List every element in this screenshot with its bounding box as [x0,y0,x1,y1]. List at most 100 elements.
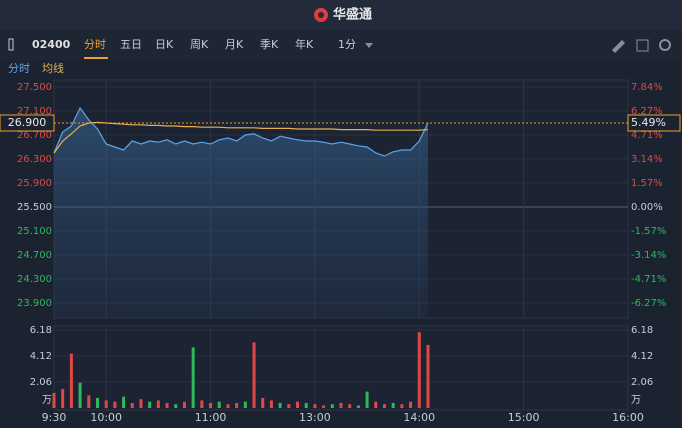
volume-bar [391,402,395,408]
toolbar [0,30,682,60]
current-price-box [0,114,55,132]
tab[interactable]: 年K [295,37,314,51]
y2-tick-label: -1.57% [631,226,666,237]
volume-bar [243,401,247,408]
y-tick-label: 2.06 [30,377,52,388]
y2-tick-label: -4.71% [631,274,666,285]
y-tick-label: 25.500 [17,202,52,213]
volume-bar [87,395,91,408]
y-tick-label: 27.500 [17,82,52,93]
volume-bar [165,402,169,408]
y-tick-label: 24.300 [17,274,52,285]
volume-bar [304,402,308,408]
volume-bar [400,404,404,408]
volume-bar [426,344,430,408]
volume-bar [322,405,326,408]
volume-bar [409,401,413,408]
volume-bar [269,400,273,408]
tab[interactable]: 周K [190,38,209,51]
fullscreen-icon[interactable] [636,39,649,52]
volume-bar [382,404,386,408]
y-tick-label: 23.900 [17,298,52,309]
x-tick-label: 14:00 [403,411,435,424]
y2-tick-label: 1.57% [631,178,663,189]
legend-entry: 分时 [8,62,30,75]
tab[interactable]: 日K [155,38,174,51]
volume-bar [209,402,213,408]
tab[interactable]: 五日 [120,38,142,51]
volume-unit: 万 [631,395,641,406]
volume-bar [287,404,291,408]
average-line [53,121,429,154]
volume-bar [226,404,230,408]
x-tick-label: 15:00 [508,411,540,424]
volume-bar [296,401,300,408]
y-tick-label: 24.700 [17,250,52,261]
app-title: 华盛通 [333,7,372,23]
volume-bar [417,332,421,408]
volume-bar [191,347,195,408]
volume-bar [235,402,239,408]
volume-bar [182,401,186,408]
header-bar [0,0,682,30]
volume-bar [217,401,221,408]
sidebar-toggle[interactable] [8,38,14,51]
volume-bar [95,397,99,408]
y-tick-label: 25.100 [17,226,52,237]
volume-bar [348,404,352,408]
volume-bar [252,342,256,408]
y-tick-label: 27.100 [17,106,52,117]
volume-bar [374,401,378,408]
volume-bar [313,404,317,408]
x-tick-label: 9:30 [42,411,67,424]
price-area [54,108,428,318]
y2-tick-label: 6.18 [631,325,653,336]
y2-tick-label: 4.71% [631,130,663,141]
interval[interactable]: 1分 [338,38,356,51]
volume-bar [330,404,334,408]
current-change-box [627,114,681,132]
x-tick-label: 10:00 [90,411,122,424]
volume-panel [53,325,629,411]
volume-bar [339,402,343,408]
legend-entry: 均线 [42,61,64,75]
price-line [53,106,429,157]
settings-icon[interactable] [659,39,671,51]
y2-tick-label: 2.06 [631,377,653,388]
volume-bar [61,389,65,408]
y2-tick-label: 6.27% [631,106,663,117]
volume-bar [113,401,117,408]
y-tick-label: 26.300 [17,154,52,165]
x-tick-label: 13:00 [299,411,331,424]
tab[interactable]: 分时 [84,38,106,51]
tab[interactable]: 月K [225,38,244,51]
volume-bar [365,391,369,408]
y-tick-label: 6.18 [30,325,52,336]
y2-tick-label: -3.14% [631,250,666,261]
symbol: 02400 [32,38,71,51]
volume-bar [278,402,282,408]
y2-tick-label: 0.00% [631,202,663,213]
x-tick-label: 11:00 [195,411,227,424]
volume-bar [148,401,152,408]
volume-bar [104,400,108,408]
logo [314,8,328,22]
y2-tick-label: 7.84% [631,82,663,93]
volume-bar [156,400,160,408]
y-tick-label: 25.900 [17,178,52,189]
y-tick-label: 4.12 [30,351,52,362]
volume-bar [122,396,126,408]
y2-tick-label: -6.27% [631,298,666,309]
volume-bar [130,402,134,408]
volume-bar [78,382,82,408]
volume-bar [200,400,204,408]
volume-bar [139,399,143,408]
dropdown-arrow[interactable] [365,43,373,48]
volume-bar [261,397,265,408]
tab[interactable]: 季K [260,38,279,51]
draw-icon[interactable] [612,40,625,53]
legend-row [0,60,682,80]
volume-bar [52,392,56,408]
volume-bar [174,404,178,408]
